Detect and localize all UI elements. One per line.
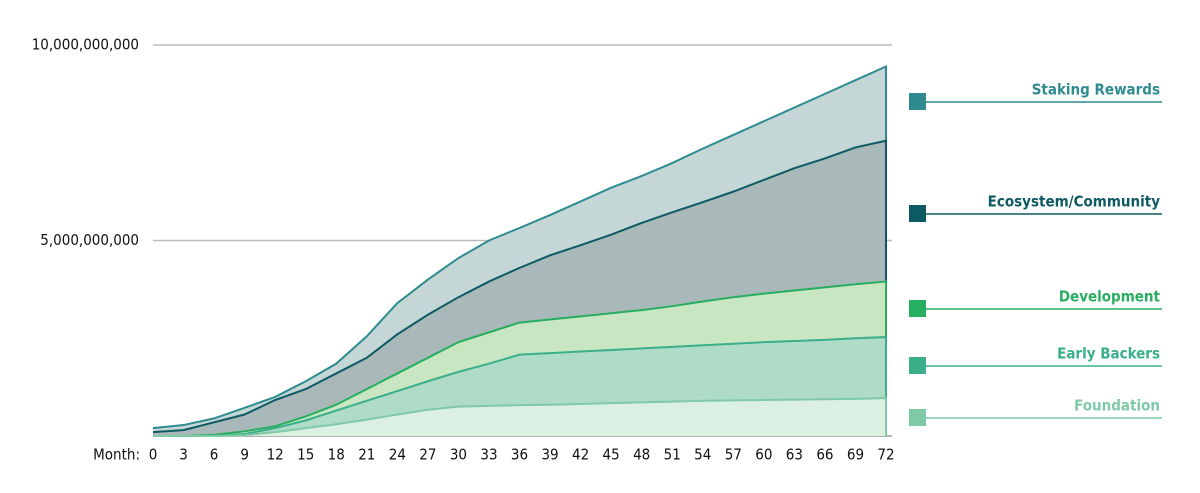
legend-label: Foundation (1074, 397, 1160, 415)
area (153, 281, 886, 436)
area (153, 398, 886, 436)
legend-label: Staking Rewards (1032, 81, 1160, 99)
x-tick-label: 9 (240, 446, 249, 464)
x-tick-label: 15 (297, 446, 314, 464)
x-tick-label: 69 (847, 446, 864, 464)
x-tick-label: 39 (541, 446, 558, 464)
y-tick-label: 5,000,000,000 (40, 231, 139, 249)
x-tick-label: 72 (877, 446, 894, 464)
legend-swatch (909, 300, 926, 317)
legend-swatch (909, 357, 926, 374)
x-tick-label: 54 (694, 446, 711, 464)
x-tick-label: 18 (328, 446, 345, 464)
x-tick-label: 63 (786, 446, 803, 464)
x-tick-label: 60 (755, 446, 772, 464)
legend-swatch (909, 205, 926, 222)
x-tick-label: 42 (572, 446, 589, 464)
legend-label: Development (1059, 288, 1161, 306)
x-axis-label: Month: (93, 446, 140, 464)
area-line (153, 336, 887, 437)
x-tick-label: 66 (816, 446, 833, 464)
x-tick-label: 30 (450, 446, 467, 464)
legend-label: Ecosystem/Community (988, 193, 1161, 211)
x-tick-label: 57 (725, 446, 742, 464)
legend-swatch (909, 409, 926, 426)
x-tick-label: 33 (480, 446, 497, 464)
x-tick-label: 45 (603, 446, 620, 464)
x-tick-label: 24 (389, 446, 406, 464)
x-tick-label: 3 (179, 446, 188, 464)
x-tick-label: 48 (633, 446, 650, 464)
area (153, 66, 886, 433)
area (153, 140, 886, 437)
x-tick-label: 6 (210, 446, 219, 464)
x-tick-label: 21 (358, 446, 375, 464)
x-tick-label: 36 (511, 446, 528, 464)
y-tick-label: 10,000,000,000 (32, 36, 139, 54)
area-line (152, 64, 887, 430)
area-line (152, 139, 887, 434)
x-tick-label: 27 (419, 446, 436, 464)
area-line (153, 397, 887, 437)
area-line (153, 280, 887, 437)
x-tick-label: 12 (267, 446, 284, 464)
x-tick-label: 51 (664, 446, 681, 464)
legend-swatch (909, 93, 926, 110)
legend-label: Early Backers (1057, 345, 1160, 363)
x-tick-label: 0 (149, 446, 158, 464)
